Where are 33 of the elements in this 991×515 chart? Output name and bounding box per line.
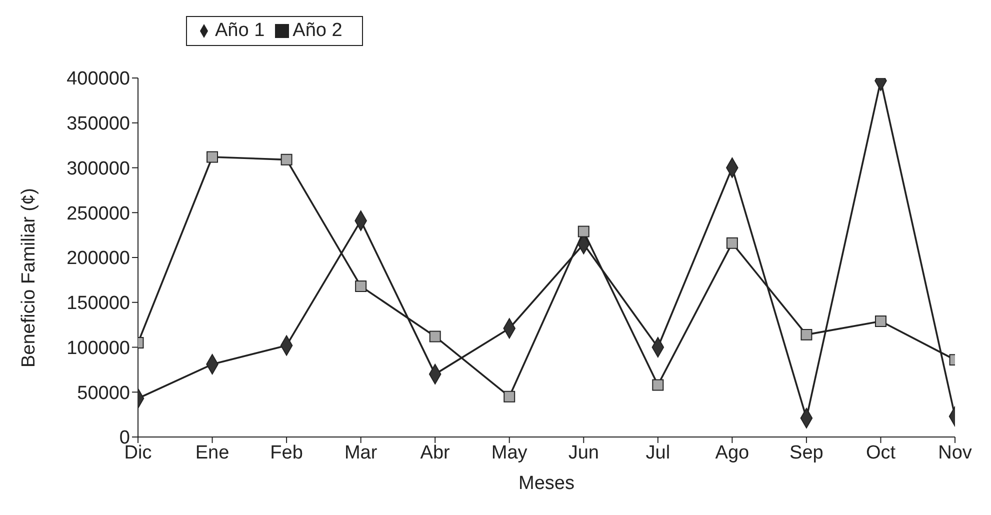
point: [652, 379, 664, 391]
x-tick-label: Feb: [270, 442, 303, 464]
x-tick-label: Ago: [715, 442, 750, 464]
x-tick-label: May: [491, 442, 528, 464]
y-tick-label: 300000: [66, 158, 130, 180]
y-tick-label: 150000: [66, 293, 130, 314]
y-tick-label: 100000: [66, 338, 130, 359]
y-tick-label: 350000: [66, 114, 130, 135]
x-axis-title: Meses: [518, 473, 574, 494]
point: [874, 315, 886, 327]
x-tick-label: Sep: [790, 442, 824, 464]
x-tick-label: Oct: [866, 442, 896, 464]
point: [280, 154, 292, 166]
point: [355, 280, 367, 292]
x-tick-label: Mar: [344, 442, 378, 464]
point: [206, 151, 218, 163]
x-tick-label: Ene: [195, 442, 230, 464]
point: [726, 237, 738, 249]
legend-label: Año 1: [215, 20, 265, 41]
y-tick-label: 250000: [66, 203, 130, 224]
legend-label: Año 2: [292, 20, 342, 41]
x-tick-label: Abr: [420, 442, 451, 464]
point: [504, 390, 516, 402]
point: [429, 330, 441, 342]
x-tick-label: Nov: [938, 442, 972, 464]
point: [800, 328, 812, 340]
y-tick-label: 50000: [77, 382, 130, 404]
y-tick-label: 400000: [66, 68, 130, 90]
y-tick-label: 200000: [66, 248, 130, 270]
point: [578, 226, 590, 238]
x-tick-label: Jul: [646, 442, 670, 464]
y-axis-title: Beneficio Familiar (¢): [18, 188, 40, 368]
x-tick-label: Jun: [568, 442, 599, 464]
